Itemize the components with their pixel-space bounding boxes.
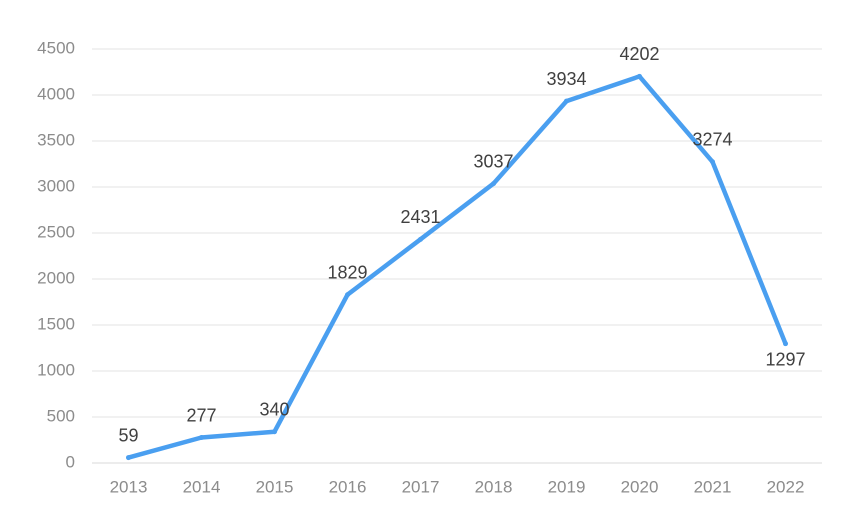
y-tick-label-1500: 1500 [37,314,75,333]
x-tick-label-2015: 2015 [256,477,294,496]
data-label-2014: 277 [186,405,216,425]
y-tick-label-4500: 4500 [37,38,75,57]
data-point-2017 [418,236,423,242]
y-tick-label-3500: 3500 [37,130,75,149]
y-tick-label-500: 500 [47,406,75,425]
x-tick-label-2018: 2018 [475,477,513,496]
x-tick-label-2021: 2021 [694,477,732,496]
data-point-2014 [199,435,204,441]
data-labels: 59 277 340 1829 2431 3037 3934 4202 3274 1297 [118,44,805,445]
y-tick-label-4000: 4000 [37,84,75,103]
x-tick-label-2014: 2014 [183,477,221,496]
x-tick-label-2017: 2017 [402,477,440,496]
data-label-2018: 3037 [473,151,513,171]
data-point-2020 [637,73,642,79]
data-label-2020: 4202 [619,44,659,64]
data-point-2022 [783,341,788,347]
data-label-2021: 3274 [692,130,732,150]
data-label-2015: 340 [259,399,289,419]
x-tick-label-2016: 2016 [329,477,367,496]
data-point-2016 [345,292,350,298]
data-point-2015 [272,429,277,435]
data-label-2017: 2431 [400,207,440,227]
data-point-2019 [564,98,569,104]
x-tick-label-2022: 2022 [767,477,805,496]
y-tick-label-3000: 3000 [37,176,75,195]
data-point-2021 [710,159,715,165]
y-tick-label-0: 0 [66,452,75,471]
x-tick-label-2013: 2013 [110,477,148,496]
gridlines [92,48,822,418]
y-axis: 0 500 1000 1500 2000 2500 3000 3500 4000 4500 [37,38,75,471]
x-tick-label-2019: 2019 [548,477,586,496]
y-tick-label-1000: 1000 [37,360,75,379]
data-label-2016: 1829 [327,262,367,282]
y-tick-label-2000: 2000 [37,268,75,287]
x-axis: 2013 2014 2015 2016 2017 2018 2019 2020 2021 2022 [92,462,822,496]
data-label-2022: 1297 [765,349,805,369]
data-label-2019: 3934 [546,69,586,89]
data-label-2013: 59 [118,425,138,445]
series-layer [126,73,788,461]
data-point-2018 [491,181,496,187]
data-point-2013 [126,455,131,461]
y-tick-label-2500: 2500 [37,222,75,241]
series-line [126,74,788,460]
x-tick-label-2020: 2020 [621,477,659,496]
